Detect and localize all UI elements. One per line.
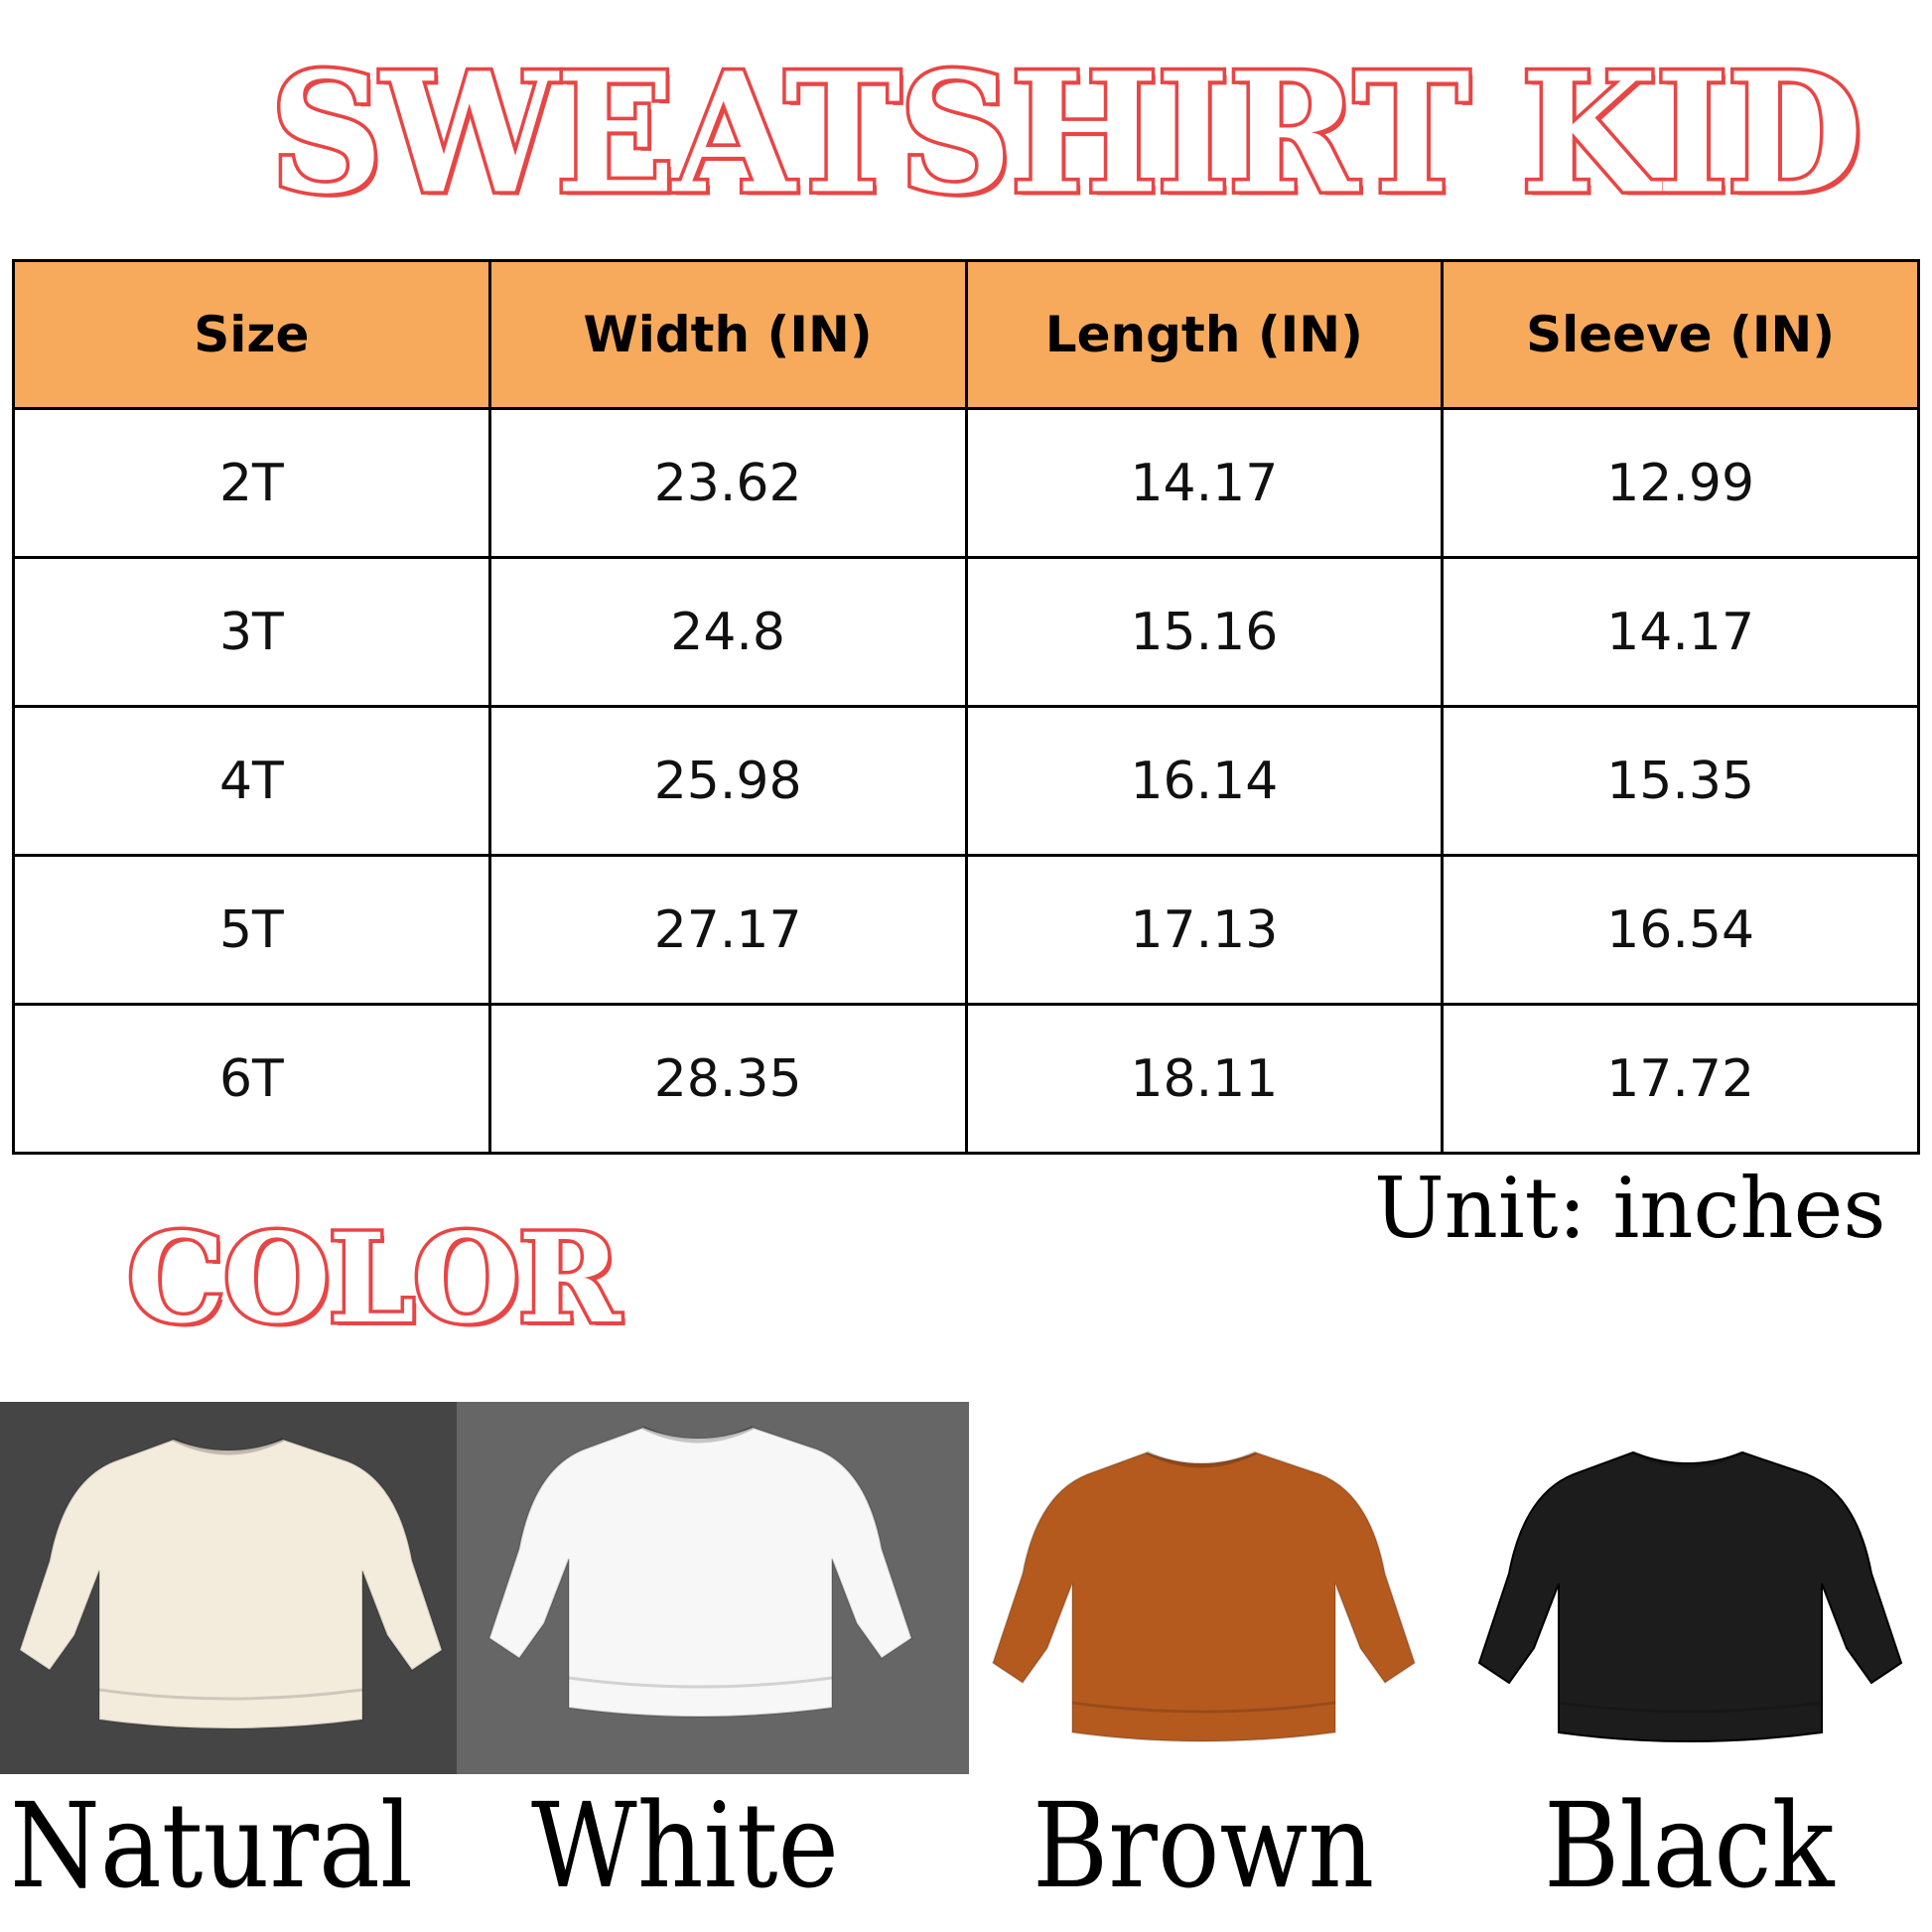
cell-size: 5T bbox=[12, 854, 491, 1006]
page-title: SWEATSHIRT KID bbox=[266, 34, 1865, 234]
cell-width: 23.62 bbox=[487, 407, 968, 559]
cell-size: 6T bbox=[12, 1003, 491, 1155]
header-width: Width (IN) bbox=[487, 259, 968, 410]
header-length: Length (IN) bbox=[964, 259, 1445, 410]
table-row: 6T 28.35 18.11 17.72 bbox=[12, 1003, 1920, 1155]
sweatshirt-black-image bbox=[1477, 1450, 1903, 1742]
color-section-title: COLOR bbox=[124, 1204, 624, 1355]
cell-width: 24.8 bbox=[487, 556, 968, 708]
table-row: 3T 24.8 15.16 14.17 bbox=[12, 556, 1920, 708]
cell-sleeve: 16.54 bbox=[1441, 854, 1920, 1006]
cell-sleeve: 15.35 bbox=[1441, 705, 1920, 857]
cell-width: 25.98 bbox=[487, 705, 968, 857]
cell-size: 2T bbox=[12, 407, 491, 559]
sweatshirt-natural-image bbox=[18, 1438, 444, 1729]
color-label-black: Black bbox=[1544, 1777, 1835, 1914]
table-row: 5T 27.17 17.13 16.54 bbox=[12, 854, 1920, 1006]
cell-sleeve: 12.99 bbox=[1441, 407, 1920, 559]
color-label-white: White bbox=[531, 1777, 840, 1914]
cell-width: 27.17 bbox=[487, 854, 968, 1006]
unit-note: Unit: inches bbox=[1374, 1160, 1886, 1257]
table-row: 2T 23.62 14.17 12.99 bbox=[12, 407, 1920, 559]
cell-length: 16.14 bbox=[964, 705, 1445, 857]
cell-length: 15.16 bbox=[964, 556, 1445, 708]
color-label-brown: Brown bbox=[1033, 1777, 1375, 1914]
cell-sleeve: 14.17 bbox=[1441, 556, 1920, 708]
header-sleeve: Sleeve (IN) bbox=[1441, 259, 1920, 410]
header-size: Size bbox=[12, 259, 491, 410]
cell-length: 14.17 bbox=[964, 407, 1445, 559]
cell-sleeve: 17.72 bbox=[1441, 1003, 1920, 1155]
table-row: 4T 25.98 16.14 15.35 bbox=[12, 705, 1920, 857]
cell-size: 3T bbox=[12, 556, 491, 708]
cell-length: 18.11 bbox=[964, 1003, 1445, 1155]
cell-width: 28.35 bbox=[487, 1003, 968, 1155]
size-chart-table: Size Width (IN) Length (IN) Sleeve (IN) … bbox=[12, 259, 1920, 1155]
sweatshirt-brown-image bbox=[991, 1450, 1417, 1742]
cell-size: 4T bbox=[12, 705, 491, 857]
color-label-natural: Natural bbox=[10, 1777, 414, 1914]
sweatshirt-white-image bbox=[487, 1426, 913, 1718]
table-header-row: Size Width (IN) Length (IN) Sleeve (IN) bbox=[12, 259, 1920, 410]
cell-length: 17.13 bbox=[964, 854, 1445, 1006]
